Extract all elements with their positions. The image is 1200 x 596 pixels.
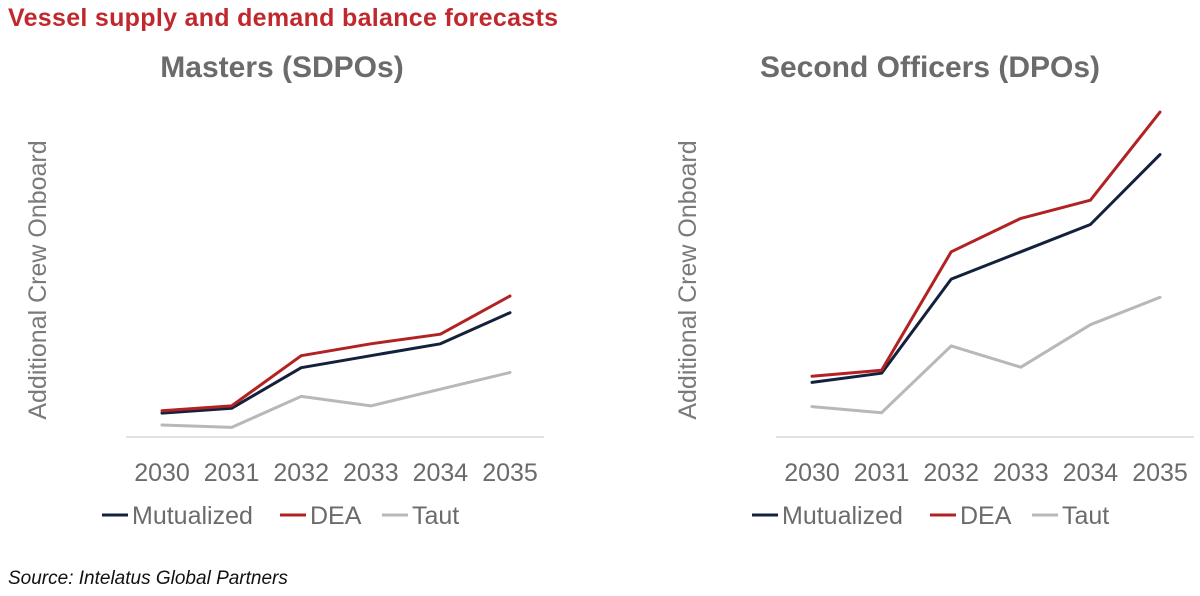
chart-title: Masters (SDPOs) <box>160 51 403 84</box>
series-line-mutualized <box>810 153 1162 384</box>
y-axis-label: Additional Crew Onboard <box>24 140 52 419</box>
x-tick-label: 2032 <box>273 459 329 487</box>
x-tick-label: 2032 <box>923 459 979 487</box>
x-tick-label: 2033 <box>343 459 399 487</box>
series-line-taut <box>810 295 1162 415</box>
x-tick-label: 2034 <box>1063 459 1119 487</box>
series-line-dea <box>810 110 1162 378</box>
page-title: Vessel supply and demand balance forecas… <box>8 4 559 32</box>
x-tick-label: 2034 <box>413 459 469 487</box>
y-axis-label: Additional Crew Onboard <box>674 140 702 419</box>
x-tick-label: 2033 <box>993 459 1049 487</box>
chart-masters: Masters (SDPOs) Additional Crew Onboard 20… <box>24 51 544 530</box>
series-line-mutualized <box>160 311 512 415</box>
legend-label-taut: Taut <box>1062 502 1109 530</box>
legend-label-dea: DEA <box>310 502 362 530</box>
series-line-dea <box>160 294 512 413</box>
legend-label-mutualized: Mutualized <box>782 502 903 530</box>
x-tick-label: 2031 <box>854 459 910 487</box>
x-tick-label: 2035 <box>482 459 538 487</box>
legend-label-mutualized: Mutualized <box>132 502 253 530</box>
legend-label-taut: Taut <box>412 502 459 530</box>
source-note: Source: Intelatus Global Partners <box>8 568 288 589</box>
legend-label-dea: DEA <box>960 502 1012 530</box>
x-tick-label: 2035 <box>1132 459 1188 487</box>
x-tick-label: 2030 <box>134 459 190 487</box>
x-tick-label: 2030 <box>784 459 840 487</box>
series-line-taut <box>160 371 512 429</box>
chart-title: Second Officers (DPOs) <box>760 51 1100 84</box>
x-tick-label: 2031 <box>204 459 260 487</box>
chart-second-officers: Second Officers (DPOs) Additional Crew On… <box>674 51 1194 530</box>
